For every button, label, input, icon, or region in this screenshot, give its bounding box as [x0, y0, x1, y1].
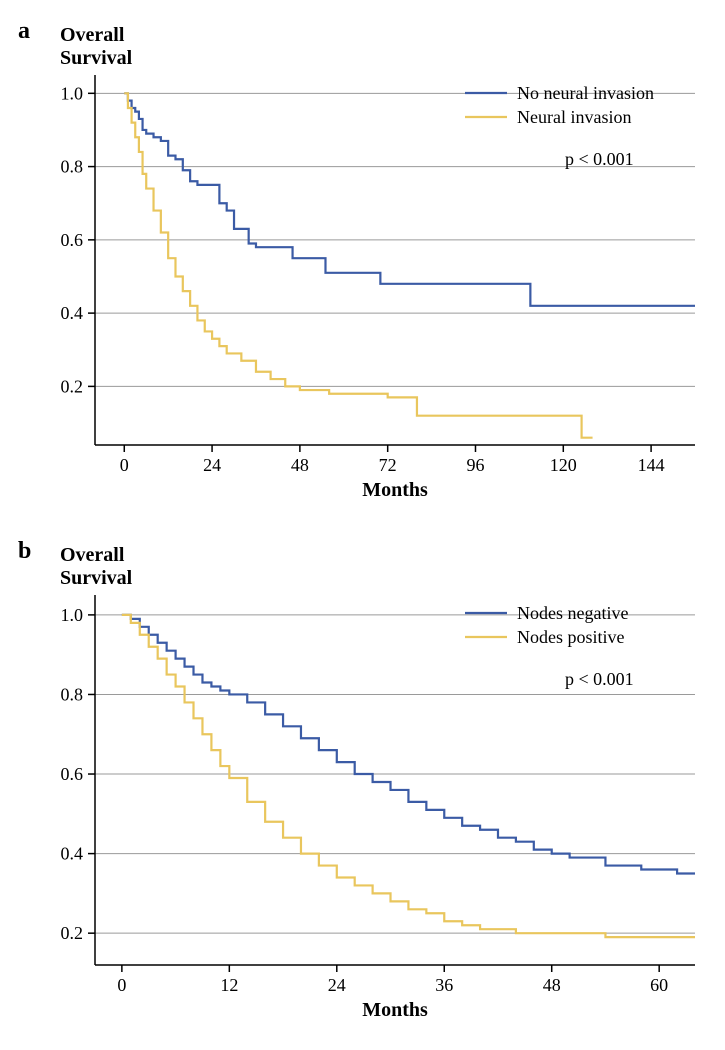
figure-container: { "page": { "width": 725, "height": 1050…	[0, 0, 725, 1050]
km-curve-nodes_negative	[122, 615, 695, 874]
x-tick-label: 24	[203, 455, 221, 475]
x-tick-label: 0	[120, 455, 129, 475]
panel-a-plot: 0 24 48 72 96 120 144 0.2 0.4 0.6 0.8 1.0 No neural …	[0, 10, 725, 510]
y-tick-label: 1.0	[61, 83, 84, 103]
x-tick-label: 36	[435, 975, 453, 995]
y-tick-label: 0.6	[61, 764, 84, 784]
x-tick-label: 12	[220, 975, 238, 995]
x-tick-label: 120	[550, 455, 577, 475]
p-value: p < 0.001	[565, 149, 634, 169]
y-tick-label: 0.2	[61, 923, 84, 943]
y-tick-label: 0.8	[61, 157, 84, 177]
p-value: p < 0.001	[565, 669, 634, 689]
x-tick-label: 96	[466, 455, 484, 475]
y-tick-label: 0.8	[61, 684, 84, 704]
legend-label: No neural invasion	[517, 83, 654, 103]
x-tick-label: 48	[543, 975, 561, 995]
x-tick-label: 24	[328, 975, 346, 995]
panel-a: a Overall Survival 0244872961201440.20.4…	[0, 10, 725, 510]
panel-a-x-title: Months	[95, 479, 695, 502]
y-tick-label: 1.0	[61, 605, 84, 625]
legend-label: Nodes positive	[517, 627, 625, 647]
x-tick-label: 48	[291, 455, 309, 475]
y-tick-label: 0.2	[61, 376, 84, 396]
legend-label: Nodes negative	[517, 603, 628, 623]
panel-b-plot: 0 12 24 36 48 60 0.2 0.4 0.6 0.8 1.0 Nodes negative…	[0, 530, 725, 1030]
y-tick-label: 0.6	[61, 230, 84, 250]
km-curve-nodes_positive	[122, 615, 695, 937]
x-tick-label: 144	[638, 455, 665, 475]
y-tick-label: 0.4	[61, 303, 84, 323]
legend-label: Neural invasion	[517, 107, 631, 127]
x-tick-label: 0	[117, 975, 126, 995]
panel-b: b Overall Survival 012243648600.20.40.60…	[0, 530, 725, 1030]
y-tick-label: 0.4	[61, 844, 84, 864]
x-tick-label: 60	[650, 975, 668, 995]
x-tick-label: 72	[379, 455, 397, 475]
panel-b-x-title: Months	[95, 999, 695, 1022]
